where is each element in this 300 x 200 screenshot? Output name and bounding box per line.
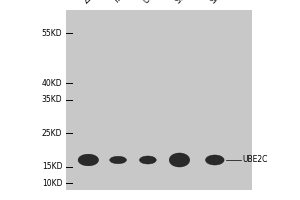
Text: Z2RV1: Z2RV1: [82, 0, 106, 5]
Text: 55KD: 55KD: [42, 29, 62, 38]
Ellipse shape: [110, 156, 127, 164]
Ellipse shape: [206, 155, 224, 165]
Text: 15KD: 15KD: [42, 162, 62, 171]
Text: UBE2C: UBE2C: [243, 156, 268, 164]
Text: U87: U87: [142, 0, 158, 5]
Text: SW620: SW620: [173, 0, 198, 5]
Text: 25KD: 25KD: [42, 129, 62, 138]
Text: THP-1: THP-1: [112, 0, 134, 5]
Text: 10KD: 10KD: [42, 179, 62, 188]
Text: 35KD: 35KD: [42, 96, 62, 104]
Text: SK-OV-3: SK-OV-3: [208, 0, 236, 5]
Ellipse shape: [169, 153, 190, 167]
Text: 40KD: 40KD: [42, 79, 62, 88]
Ellipse shape: [140, 156, 156, 164]
Ellipse shape: [78, 154, 98, 166]
